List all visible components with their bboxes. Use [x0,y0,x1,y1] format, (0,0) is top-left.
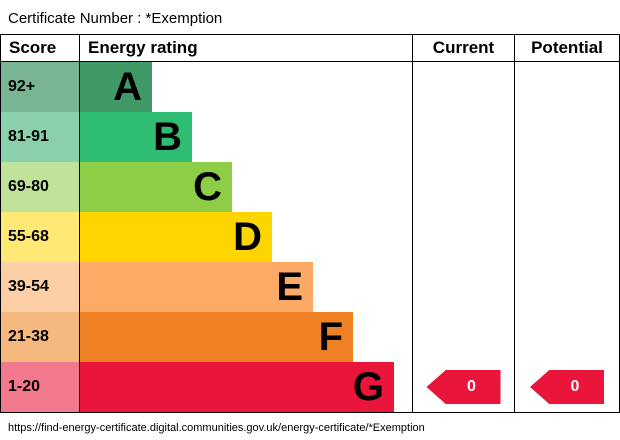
bar-area-b: B [79,112,412,162]
band-rows: 92+ A 81-91 B 69-8 [1,62,412,412]
bar-area-c: C [79,162,412,212]
band-letter-d: D [233,215,262,259]
score-range-d: 55-68 [1,212,79,262]
band-letter-f: F [318,315,343,359]
band-row-c: 69-80 C [1,162,412,212]
rating-bar-c: C [80,162,232,212]
header-score: Score [9,38,57,57]
potential-rating-arrow-icon: 0 [530,370,604,404]
score-range-f: 21-38 [1,312,79,362]
band-row-b: 81-91 B [1,112,412,162]
score-range-a: 92+ [1,62,79,112]
band-letter-c: C [193,165,222,209]
score-range-b: 81-91 [1,112,79,162]
score-range-g: 1-20 [1,362,79,412]
current-column: 0 [412,62,514,412]
band-row-g: 1-20 G [1,362,412,412]
band-letter-e: E [276,265,303,309]
current-rating-arrow-icon: 0 [426,370,501,404]
rating-bar-b: B [80,112,192,162]
bar-area-e: E [79,262,412,312]
potential-column: 0 [514,62,619,412]
bar-area-a: A [79,62,412,112]
certificate-url: https://find-energy-certificate.digital.… [8,422,425,434]
rating-bar-d: D [80,212,272,262]
band-row-f: 21-38 F [1,312,412,362]
band-row-d: 55-68 D [1,212,412,262]
certificate-number: Certificate Number : *Exemption [8,10,223,27]
rating-bar-f: F [80,312,353,362]
energy-rating-chart: Score Energy rating Current Potential 92… [0,34,620,413]
bar-area-g: G [79,362,412,412]
score-range-e: 39-54 [1,262,79,312]
current-rating-value: 0 [467,378,476,395]
header-potential: Potential [514,35,619,61]
potential-rating-value: 0 [570,378,580,395]
rating-bar-e: E [80,262,313,312]
band-letter-g: G [352,365,384,409]
bar-area-d: D [79,212,412,262]
chart-header-row: Score Energy rating Current Potential [1,35,619,62]
score-range-c: 69-80 [1,162,79,212]
band-row-e: 39-54 E [1,262,412,312]
header-current: Current [412,35,514,61]
chart-body: 92+ A 81-91 B 69-8 [1,62,619,412]
band-letter-a: A [113,65,142,109]
band-letter-b: B [153,115,182,159]
rating-bar-g: G [80,362,394,412]
rating-bar-a: A [80,62,152,112]
header-energy-rating: Energy rating [79,35,412,61]
band-row-a: 92+ A [1,62,412,112]
bar-area-f: F [79,312,412,362]
